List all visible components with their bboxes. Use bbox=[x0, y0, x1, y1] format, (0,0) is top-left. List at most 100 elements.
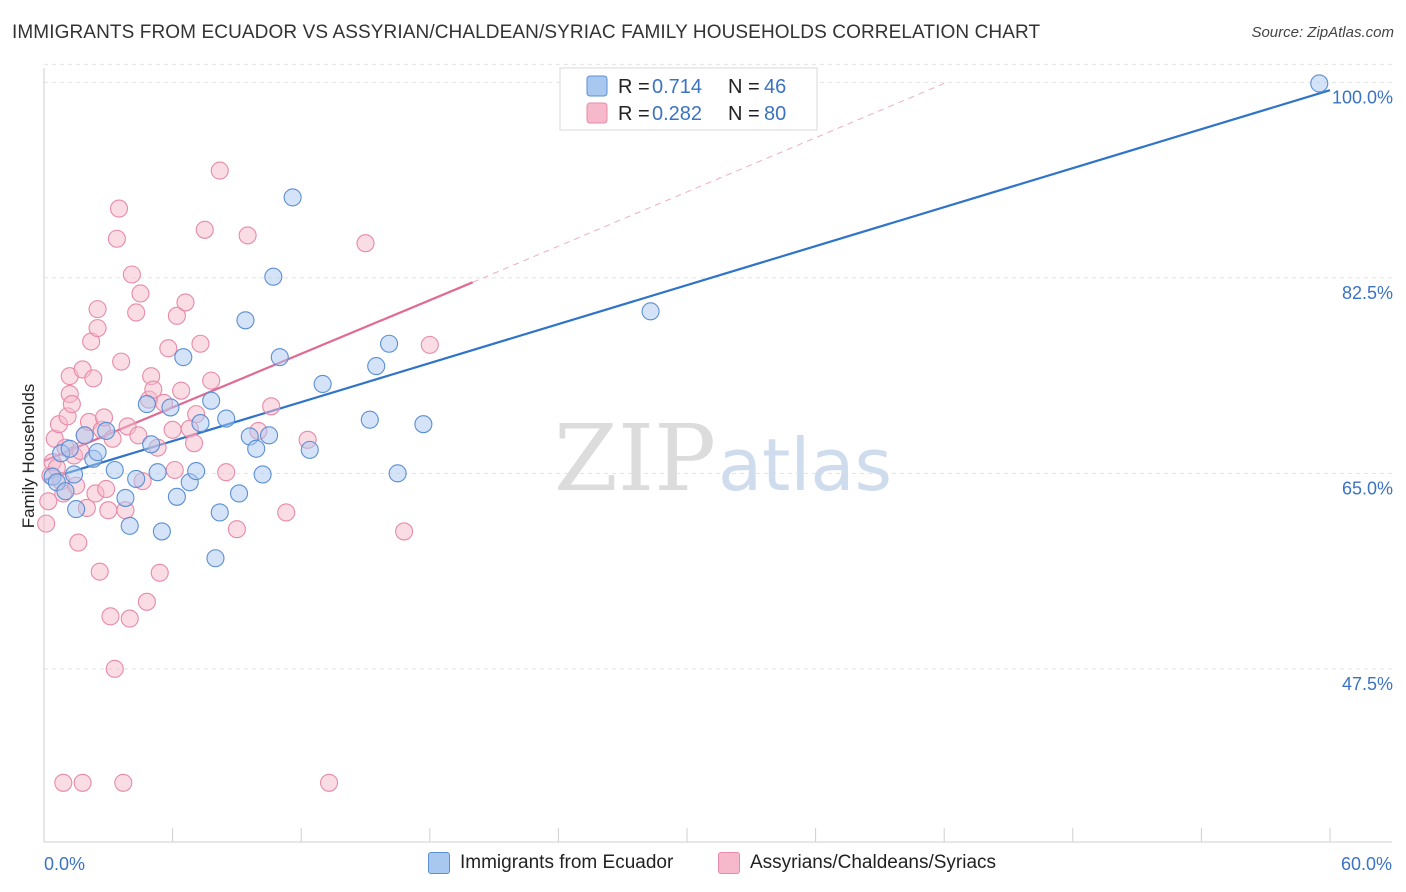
point-ecuador bbox=[161, 398, 180, 417]
point-ecuador bbox=[75, 426, 94, 445]
point-ecuador bbox=[67, 500, 86, 519]
legend-r-value-pink: 0.282 bbox=[652, 103, 702, 125]
point-ecuador bbox=[1310, 74, 1329, 93]
point-assyrian bbox=[112, 352, 131, 371]
legend-n-value-pink: 80 bbox=[764, 103, 786, 125]
point-assyrian bbox=[88, 300, 107, 319]
point-assyrian bbox=[101, 607, 120, 626]
point-assyrian bbox=[165, 460, 184, 480]
point-assyrian bbox=[120, 609, 139, 628]
point-ecuador bbox=[247, 439, 266, 458]
point-assyrian bbox=[191, 334, 210, 353]
point-assyrian bbox=[167, 306, 186, 325]
point-assyrian bbox=[227, 520, 246, 539]
point-ecuador bbox=[360, 410, 379, 429]
chart-source: Source: ZipAtlas.com bbox=[1251, 24, 1394, 41]
point-assyrian bbox=[84, 369, 103, 388]
point-ecuador bbox=[283, 188, 302, 207]
point-ecuador bbox=[88, 443, 107, 462]
point-assyrian bbox=[62, 395, 81, 414]
point-ecuador bbox=[56, 482, 75, 501]
point-ecuador bbox=[105, 460, 124, 480]
watermark-zip: ZIP bbox=[554, 405, 716, 512]
data-points bbox=[37, 74, 1329, 792]
point-ecuador bbox=[148, 463, 167, 482]
legend-r-label-pink: R = bbox=[618, 103, 650, 125]
point-ecuador bbox=[229, 484, 249, 503]
point-ecuador bbox=[264, 267, 283, 286]
point-assyrian bbox=[238, 226, 257, 245]
point-ecuador bbox=[60, 439, 79, 458]
axes bbox=[43, 68, 1392, 843]
point-assyrian bbox=[262, 397, 281, 416]
bottom-legend-item-assyrian: Assyrians/Chaldeans/Syriacs bbox=[718, 852, 996, 874]
legend-r-value-blue: 0.714 bbox=[652, 76, 702, 98]
x-tick-label: 0.0% bbox=[44, 854, 85, 874]
point-ecuador bbox=[120, 516, 139, 535]
point-assyrian bbox=[320, 773, 339, 792]
point-ecuador bbox=[217, 409, 236, 428]
point-assyrian bbox=[159, 339, 178, 358]
trend-line-ecuador bbox=[43, 89, 1331, 482]
bottom-legend-label-ecuador: Immigrants from Ecuador bbox=[460, 852, 674, 873]
point-ecuador bbox=[97, 421, 116, 440]
y-tick-label: 100.0% bbox=[1332, 87, 1393, 107]
bottom-legend-label-assyrian: Assyrians/Chaldeans/Syriacs bbox=[750, 852, 997, 873]
point-ecuador bbox=[191, 414, 210, 433]
point-ecuador bbox=[187, 462, 206, 481]
point-ecuador bbox=[367, 357, 386, 376]
point-assyrian bbox=[420, 335, 439, 354]
legend-swatch-pink bbox=[586, 102, 608, 124]
point-ecuador bbox=[152, 522, 171, 541]
point-ecuador bbox=[127, 469, 146, 488]
y-tick-label: 82.5% bbox=[1342, 283, 1393, 303]
point-ecuador bbox=[167, 487, 186, 506]
point-ecuador bbox=[641, 302, 660, 321]
point-assyrian bbox=[105, 659, 124, 678]
point-assyrian bbox=[277, 503, 296, 522]
point-ecuador bbox=[64, 465, 84, 484]
point-assyrian bbox=[150, 563, 169, 582]
point-assyrian bbox=[176, 293, 195, 312]
bottom-legend-swatch-pink bbox=[718, 852, 740, 874]
point-assyrian bbox=[39, 492, 58, 511]
trend-line-assyrian-extension bbox=[472, 82, 945, 283]
point-ecuador bbox=[210, 503, 229, 522]
point-assyrian bbox=[107, 229, 126, 248]
point-assyrian bbox=[97, 479, 116, 499]
point-assyrian bbox=[109, 199, 129, 218]
point-assyrian bbox=[395, 522, 414, 541]
point-ecuador bbox=[116, 488, 135, 507]
bottom-legend-swatch-blue bbox=[428, 852, 450, 874]
point-assyrian bbox=[163, 420, 182, 439]
legend-r-label-blue: R = bbox=[618, 76, 650, 98]
legend-n-value-blue: 46 bbox=[764, 76, 786, 98]
point-ecuador bbox=[142, 435, 161, 454]
point-ecuador bbox=[137, 395, 156, 414]
point-assyrian bbox=[184, 434, 204, 453]
point-assyrian bbox=[73, 773, 92, 792]
bottom-legend: Immigrants from Ecuador Assyrians/Chalde… bbox=[0, 852, 1406, 878]
point-ecuador bbox=[300, 440, 319, 459]
point-assyrian bbox=[131, 284, 150, 303]
watermark: ZIP atlas bbox=[554, 405, 892, 512]
point-assyrian bbox=[127, 303, 146, 322]
watermark-atlas: atlas bbox=[718, 423, 892, 507]
point-assyrian bbox=[356, 234, 375, 253]
point-assyrian bbox=[137, 592, 156, 611]
legend: R = 0.714 N = 46 R = 0.282 N = 80 bbox=[559, 67, 818, 131]
y-tick-label: 47.5% bbox=[1342, 674, 1393, 694]
point-assyrian bbox=[37, 514, 56, 533]
legend-swatch-blue bbox=[586, 75, 608, 97]
point-assyrian bbox=[172, 381, 191, 400]
point-ecuador bbox=[202, 391, 221, 410]
point-assyrian bbox=[99, 501, 118, 520]
point-assyrian bbox=[217, 463, 236, 482]
point-assyrian bbox=[195, 220, 214, 239]
point-assyrian bbox=[90, 562, 109, 581]
point-ecuador bbox=[259, 426, 279, 445]
y-tick-label: 65.0% bbox=[1342, 478, 1393, 498]
legend-n-label-blue: N = bbox=[728, 76, 760, 98]
point-assyrian bbox=[54, 773, 73, 792]
